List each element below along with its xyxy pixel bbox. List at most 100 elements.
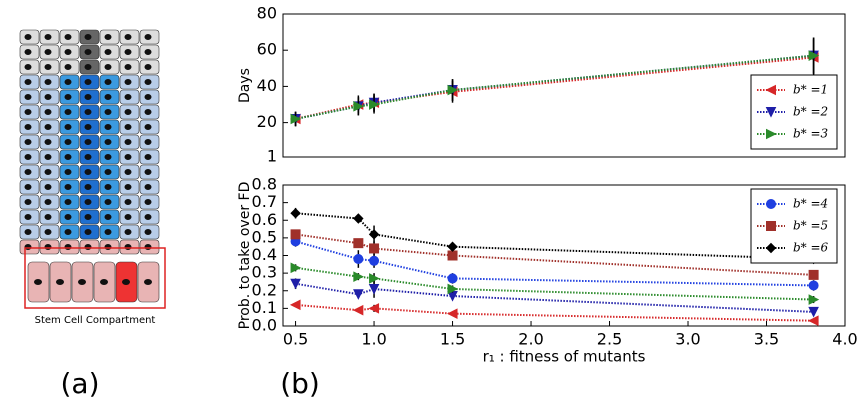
nucleus (124, 109, 132, 115)
nucleus (104, 94, 112, 100)
nucleus (124, 229, 132, 235)
nucleus (84, 64, 92, 70)
nucleus (124, 199, 132, 205)
legend-marker (765, 84, 776, 96)
y-tick-label: 0.0 (252, 316, 277, 335)
nucleus (144, 229, 152, 235)
point (808, 280, 819, 291)
nucleus (144, 154, 152, 160)
nucleus (64, 64, 72, 70)
point (808, 294, 820, 305)
nucleus (104, 34, 112, 40)
nucleus (24, 184, 32, 190)
y-tick-label: 0.2 (252, 280, 277, 299)
nucleus (124, 154, 132, 160)
legend-box (750, 74, 838, 150)
point (289, 299, 301, 311)
nucleus (24, 109, 32, 115)
nucleus (124, 79, 132, 85)
series-line (295, 233, 814, 276)
x-tick-label: 1.5 (440, 330, 465, 349)
series-line (295, 54, 814, 120)
nucleus (144, 279, 152, 285)
nucleus (64, 34, 72, 40)
nucleus (144, 34, 152, 40)
legend-marker (766, 221, 776, 231)
nucleus (144, 169, 152, 175)
nucleus (44, 229, 52, 235)
point (765, 242, 777, 254)
nucleus (24, 214, 32, 220)
x-tick-label: 2.0 (518, 330, 543, 349)
nucleus (64, 169, 72, 175)
point (369, 273, 380, 284)
point (353, 289, 364, 300)
nucleus (104, 109, 112, 115)
nucleus (144, 199, 152, 205)
point (368, 229, 380, 240)
point (353, 101, 364, 112)
nucleus (84, 184, 92, 190)
nucleus (44, 109, 52, 115)
nucleus (64, 109, 72, 115)
nucleus (124, 214, 132, 220)
x-tick-label: 0.5 (283, 330, 308, 349)
nucleus (44, 64, 52, 70)
nucleus (44, 79, 52, 85)
x-tick-label: 2.5 (597, 330, 622, 349)
legend-label: b* =3 (793, 127, 829, 141)
nucleus (64, 244, 72, 250)
nucleus (56, 279, 64, 285)
point (369, 99, 380, 110)
y-tick-label: 40 (257, 76, 277, 95)
stem-cell-box (24, 247, 166, 309)
nucleus (44, 199, 52, 205)
nucleus (84, 94, 92, 100)
x-axis-label: r₁ : fitness of mutants (483, 348, 646, 366)
panel-label: (b) (280, 367, 320, 400)
point (353, 254, 364, 265)
nucleus (124, 94, 132, 100)
nucleus (44, 244, 52, 250)
nucleus (122, 279, 130, 285)
nucleus (124, 184, 132, 190)
point (766, 128, 777, 140)
point (290, 278, 301, 290)
x-tick-label: 3.0 (675, 330, 700, 349)
legend-marker (766, 128, 777, 140)
nucleus (124, 139, 132, 145)
nucleus (24, 94, 32, 100)
point (447, 273, 458, 284)
nucleus (24, 34, 32, 40)
point (369, 255, 380, 266)
point (368, 303, 380, 314)
nucleus (24, 49, 32, 55)
point (290, 262, 302, 274)
point (766, 221, 776, 231)
x-tick-label: 1.0 (361, 330, 386, 349)
point (447, 241, 458, 252)
nucleus (100, 279, 108, 285)
nucleus (34, 279, 42, 285)
legend-label: b* =1 (793, 83, 828, 97)
nucleus (78, 279, 86, 285)
legend-marker (765, 107, 777, 118)
nucleus (64, 49, 72, 55)
point (446, 308, 458, 319)
y-tick-label: 0.6 (252, 210, 277, 229)
nucleus (84, 109, 92, 115)
nucleus (44, 49, 52, 55)
point (352, 304, 364, 316)
legend-box (750, 188, 838, 264)
nucleus (64, 154, 72, 160)
series-line (295, 56, 814, 120)
nucleus (104, 214, 112, 220)
nucleus (104, 199, 112, 205)
nucleus (44, 169, 52, 175)
nucleus (24, 229, 32, 235)
nucleus (24, 139, 32, 145)
nucleus (144, 79, 152, 85)
nucleus (104, 169, 112, 175)
nucleus (104, 64, 112, 70)
point (290, 113, 302, 125)
